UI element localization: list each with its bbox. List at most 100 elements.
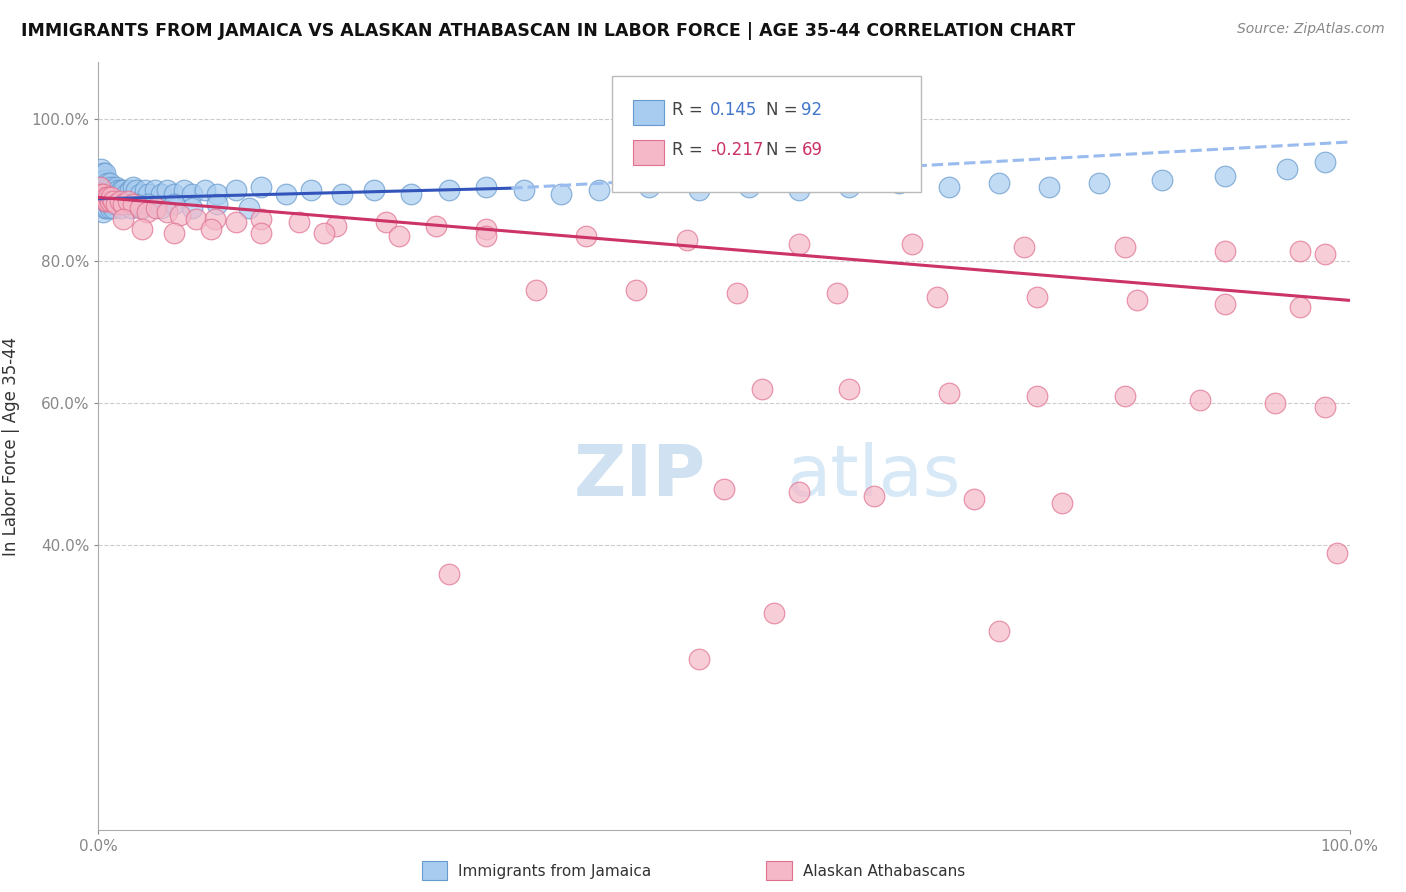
- Point: [93, 201, 115, 215]
- Point: [524, 283, 547, 297]
- Point: [162, 197, 184, 211]
- Point: [110, 183, 132, 197]
- Point: [1288, 244, 1310, 258]
- Point: [838, 382, 860, 396]
- Point: [117, 194, 139, 208]
- Point: [1313, 154, 1336, 169]
- Text: Source: ZipAtlas.com: Source: ZipAtlas.com: [1237, 22, 1385, 37]
- Point: [207, 186, 229, 201]
- Point: [145, 201, 167, 215]
- Text: 69: 69: [801, 141, 823, 159]
- Point: [105, 186, 128, 201]
- Point: [988, 624, 1011, 638]
- Point: [128, 186, 150, 201]
- Point: [100, 197, 122, 211]
- Point: [93, 165, 115, 179]
- Point: [207, 197, 229, 211]
- Point: [1088, 176, 1111, 190]
- Point: [475, 229, 498, 244]
- Point: [90, 186, 112, 201]
- Point: [1050, 496, 1073, 510]
- Point: [1213, 169, 1236, 183]
- Point: [763, 606, 786, 620]
- Point: [90, 176, 112, 190]
- Point: [93, 183, 115, 197]
- Point: [787, 183, 810, 197]
- Point: [115, 197, 138, 211]
- Point: [988, 176, 1011, 190]
- Point: [250, 179, 273, 194]
- Point: [194, 183, 217, 197]
- Point: [626, 283, 648, 297]
- Point: [96, 183, 118, 197]
- Y-axis label: In Labor Force | Age 35-44: In Labor Force | Age 35-44: [3, 336, 20, 556]
- Point: [143, 183, 166, 197]
- Point: [96, 201, 118, 215]
- Point: [1313, 247, 1336, 261]
- Point: [375, 215, 398, 229]
- Point: [98, 201, 121, 215]
- Point: [91, 197, 114, 211]
- Point: [93, 194, 115, 208]
- Point: [93, 204, 115, 219]
- Point: [225, 183, 247, 197]
- Point: [118, 183, 141, 197]
- Point: [93, 179, 115, 194]
- Point: [204, 211, 226, 226]
- Point: [738, 179, 761, 194]
- Text: Immigrants from Jamaica: Immigrants from Jamaica: [458, 864, 651, 879]
- Point: [103, 201, 125, 215]
- Point: [1277, 161, 1299, 176]
- Point: [863, 489, 886, 503]
- Point: [963, 492, 986, 507]
- Point: [96, 176, 118, 190]
- Point: [787, 236, 810, 251]
- Point: [110, 201, 132, 215]
- Point: [250, 226, 273, 240]
- Point: [638, 179, 661, 194]
- Point: [825, 286, 848, 301]
- Point: [169, 208, 191, 222]
- Point: [184, 211, 207, 226]
- Point: [1114, 389, 1136, 403]
- Point: [112, 197, 135, 211]
- Point: [94, 179, 117, 194]
- Text: N =: N =: [766, 101, 803, 119]
- Point: [93, 186, 115, 201]
- Point: [688, 183, 710, 197]
- Point: [675, 233, 697, 247]
- Point: [173, 183, 195, 197]
- Point: [925, 290, 948, 304]
- Point: [181, 186, 204, 201]
- Point: [91, 169, 114, 183]
- Point: [98, 176, 121, 190]
- Point: [437, 566, 460, 581]
- Point: [388, 229, 411, 244]
- Point: [131, 201, 153, 215]
- Point: [107, 183, 129, 197]
- Point: [1213, 297, 1236, 311]
- Point: [115, 186, 138, 201]
- Point: [938, 385, 960, 400]
- Text: Alaskan Athabascans: Alaskan Athabascans: [803, 864, 965, 879]
- Point: [94, 186, 117, 201]
- Point: [104, 197, 127, 211]
- Point: [97, 179, 120, 194]
- Point: [125, 183, 148, 197]
- Point: [250, 211, 273, 226]
- Point: [104, 183, 127, 197]
- Point: [101, 183, 124, 197]
- Point: [332, 186, 354, 201]
- Text: atlas: atlas: [787, 442, 962, 511]
- Text: R =: R =: [672, 141, 709, 159]
- Point: [1026, 389, 1049, 403]
- Point: [156, 183, 179, 197]
- Point: [181, 201, 204, 215]
- Point: [401, 186, 423, 201]
- Point: [108, 186, 131, 201]
- Point: [100, 190, 122, 204]
- Text: R =: R =: [672, 101, 709, 119]
- Point: [238, 201, 260, 215]
- Point: [437, 183, 460, 197]
- Text: 92: 92: [801, 101, 823, 119]
